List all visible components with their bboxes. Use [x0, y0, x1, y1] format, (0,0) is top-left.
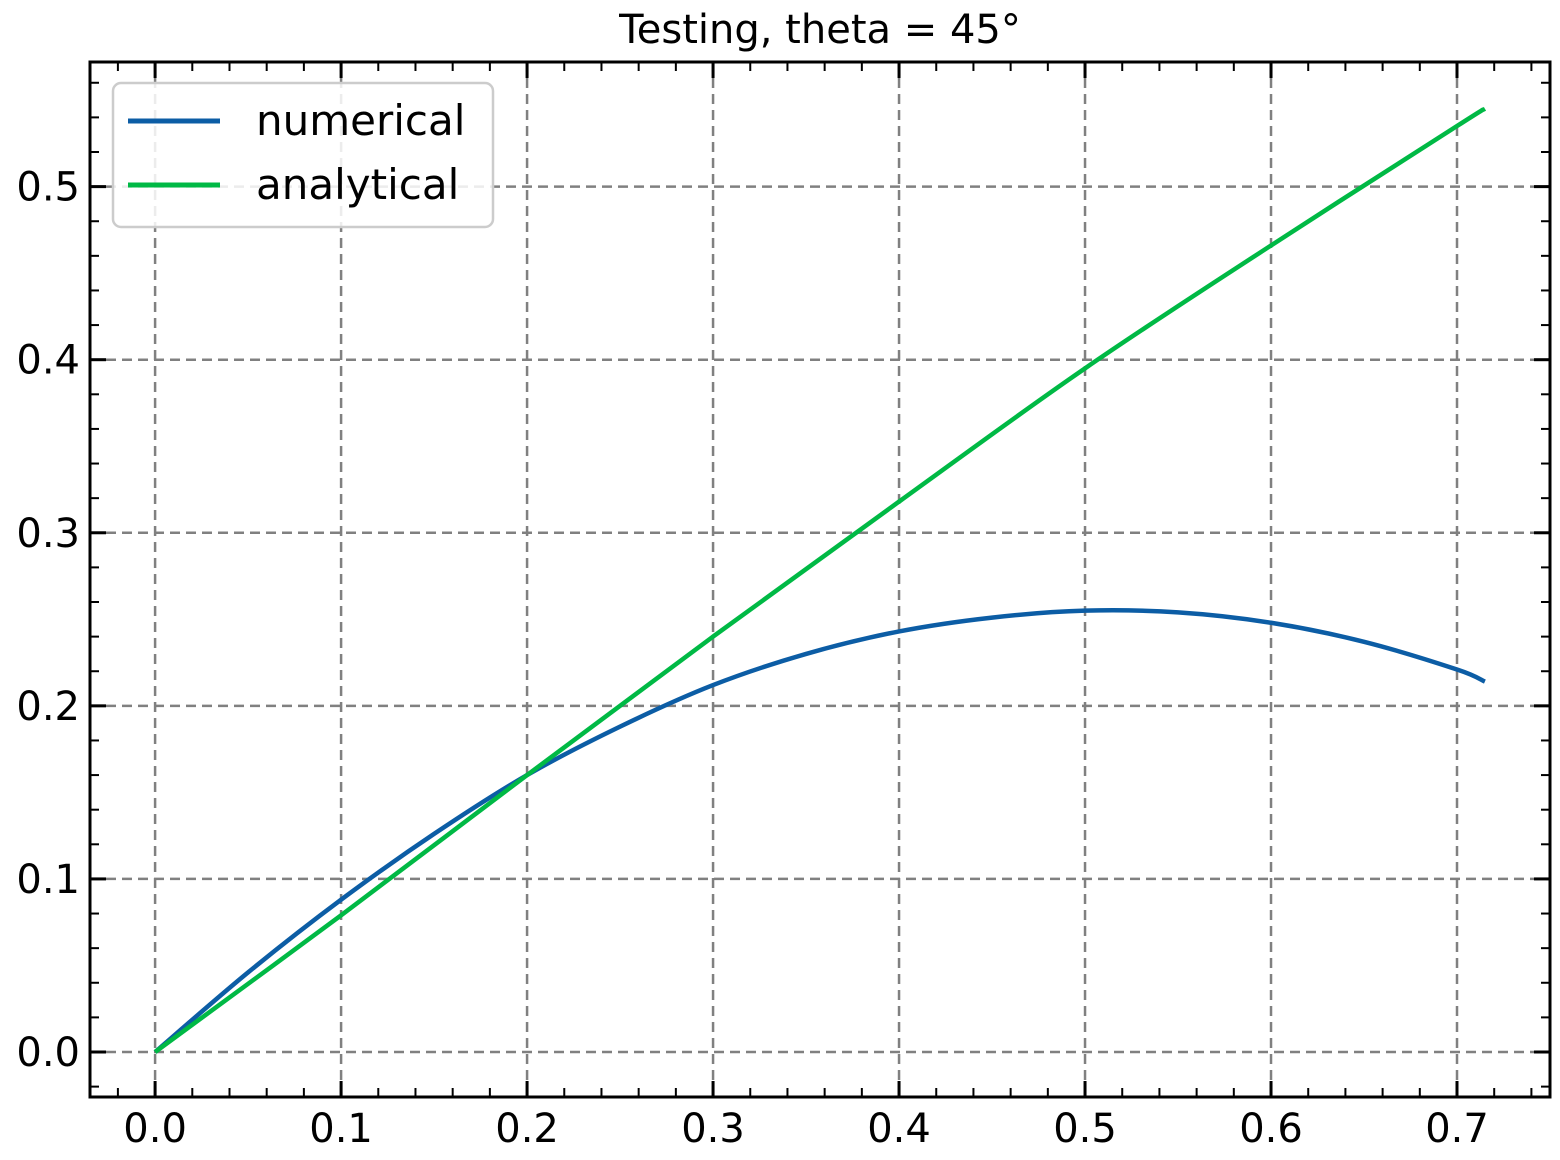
plot-series	[153, 106, 1487, 1054]
y-tick-label: 0.4	[16, 338, 80, 384]
y-tick-label: 0.2	[16, 684, 80, 730]
x-tick-label: 0.2	[495, 1106, 559, 1152]
x-tick-label: 0.3	[681, 1106, 745, 1152]
x-tick-label: 0.4	[867, 1106, 931, 1152]
y-tick-label: 0.5	[16, 165, 80, 211]
legend-label-analytical: analytical	[256, 160, 459, 209]
x-tick-label: 0.5	[1053, 1106, 1117, 1152]
y-tick-label: 0.3	[16, 511, 80, 557]
y-tick-label: 0.0	[16, 1030, 80, 1076]
legend: numerical analytical	[111, 81, 495, 229]
x-tick-label: 0.1	[309, 1106, 373, 1152]
legend-label-numerical: numerical	[256, 96, 465, 145]
x-tick-label: 0.6	[1239, 1106, 1303, 1152]
series-line-analytical	[153, 106, 1487, 1054]
y-tick-label: 0.1	[16, 857, 80, 903]
x-tick-label: 0.7	[1425, 1106, 1489, 1152]
plot-frame	[88, 60, 1552, 1099]
series-line-numerical	[153, 608, 1486, 1054]
x-tick-label: 0.0	[123, 1106, 187, 1152]
tick-labels: 0.0 0.1 0.2 0.3 0.4 0.5 0.6 0.7 0.0 0.1 0.2 0.3 0.4 0…	[16, 165, 1488, 1152]
chart-title: Testing, theta = 45°	[618, 7, 1021, 53]
grid-lines	[90, 62, 1550, 1097]
